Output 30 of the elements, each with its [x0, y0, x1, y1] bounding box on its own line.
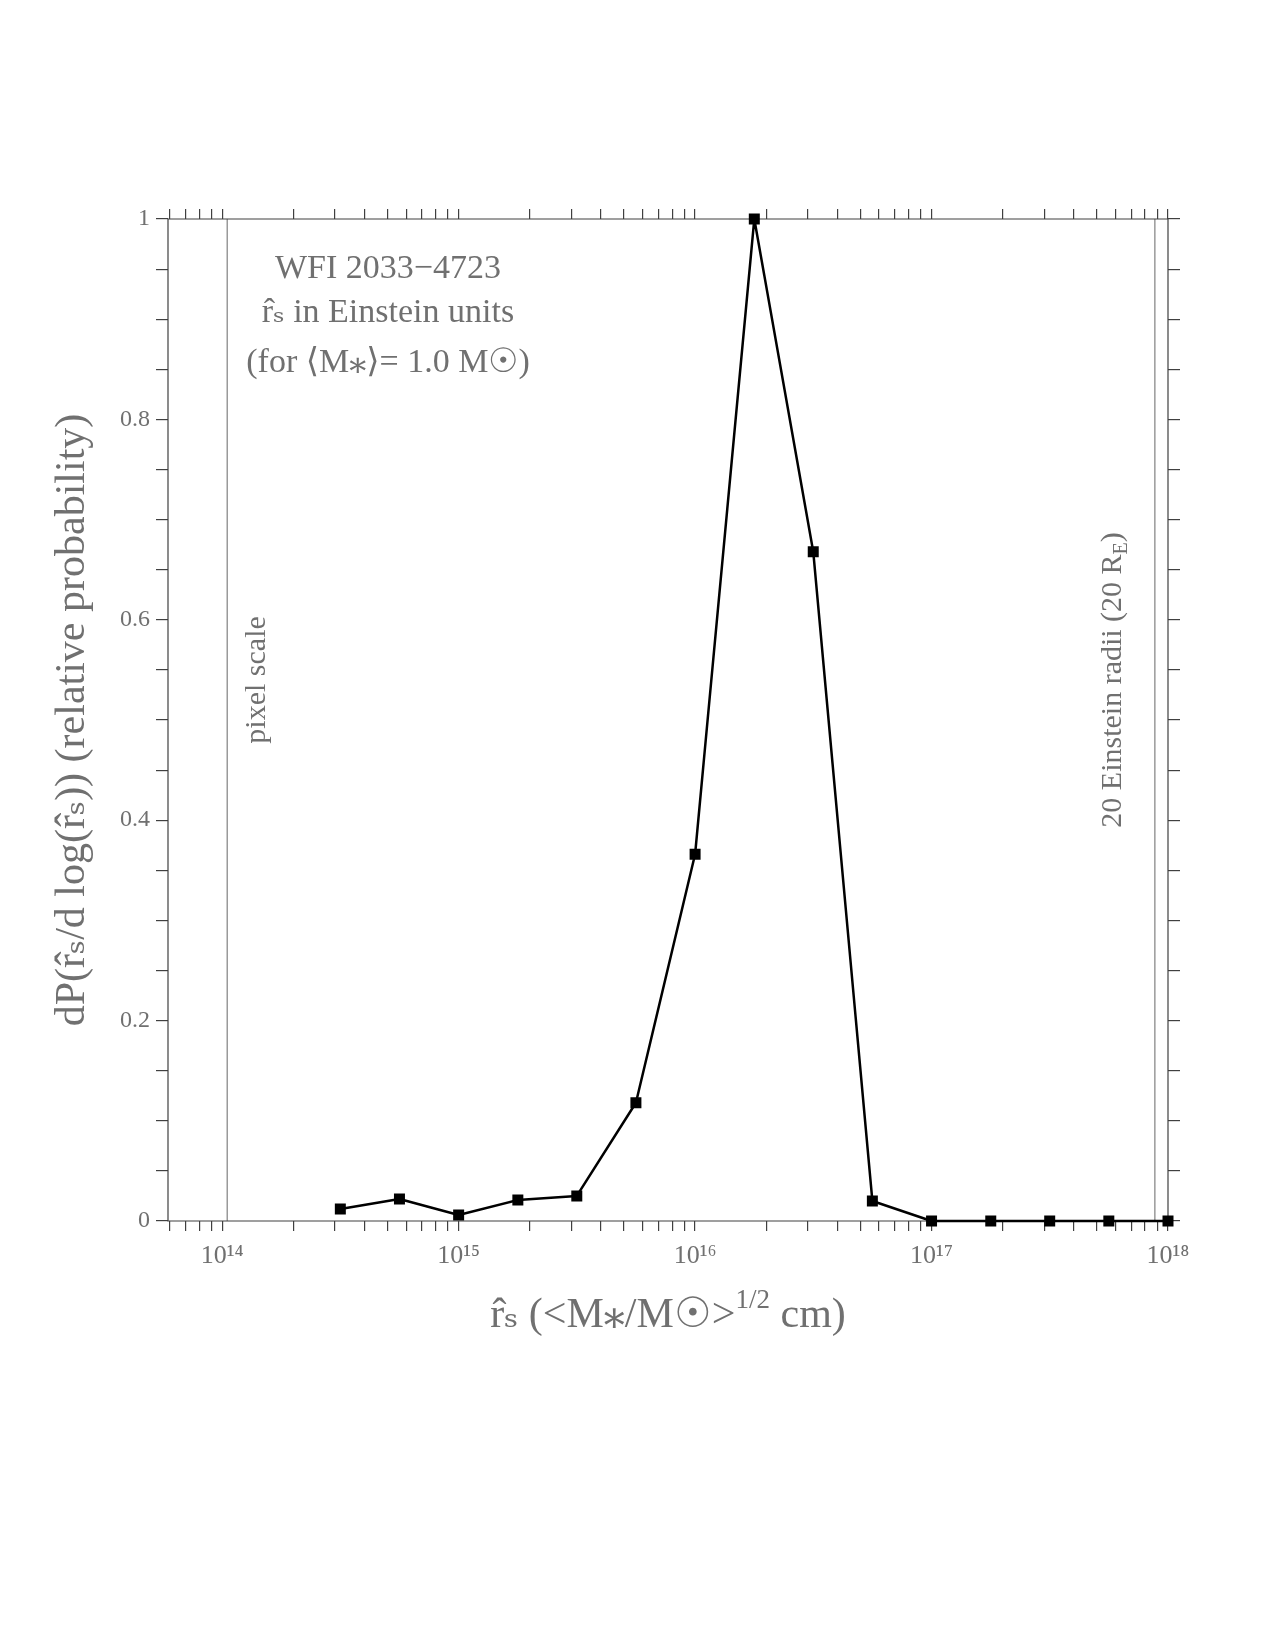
- x-tick-label: 10¹⁷: [910, 1240, 953, 1270]
- point: [334, 1203, 346, 1215]
- y-tick-label: 0.2: [120, 1005, 150, 1032]
- y-axis-title: dP(r̂ₛ/d log(r̂ₛ)) (relative probability): [47, 413, 95, 1027]
- x-tick-label: 10¹⁴: [200, 1240, 244, 1270]
- point: [512, 1194, 524, 1206]
- point: [1103, 1215, 1115, 1227]
- ref-line-label: 20 Einstein radii (20 RE): [1093, 532, 1132, 828]
- point: [689, 848, 701, 860]
- ref-line-label: pixel scale: [238, 616, 272, 744]
- y-tick-label: 0.4: [120, 805, 150, 832]
- y-tick-label: 0.8: [120, 404, 150, 431]
- text: WFI 2033−4723: [275, 247, 501, 285]
- text: r̂ₛ in Einstein units (for ⟨M⁎⟩= 1.0 M☉): [246, 291, 530, 380]
- point: [393, 1193, 405, 1205]
- point: [866, 1195, 878, 1207]
- y-tick-label: 0.6: [120, 605, 150, 632]
- y-tick-label: 0: [138, 1206, 150, 1233]
- point: [630, 1097, 642, 1109]
- x-tick-label: 10¹⁵: [437, 1240, 481, 1270]
- x-tick-label: 10¹⁶: [673, 1240, 717, 1270]
- point: [1044, 1215, 1056, 1227]
- point: [453, 1209, 465, 1221]
- point: [571, 1190, 583, 1202]
- point: [748, 213, 760, 225]
- y-tick-label: 1: [138, 204, 150, 231]
- point: [807, 546, 819, 558]
- point: [926, 1215, 938, 1227]
- point: [985, 1215, 997, 1227]
- x-tick-label: 10¹⁸: [1146, 1240, 1190, 1270]
